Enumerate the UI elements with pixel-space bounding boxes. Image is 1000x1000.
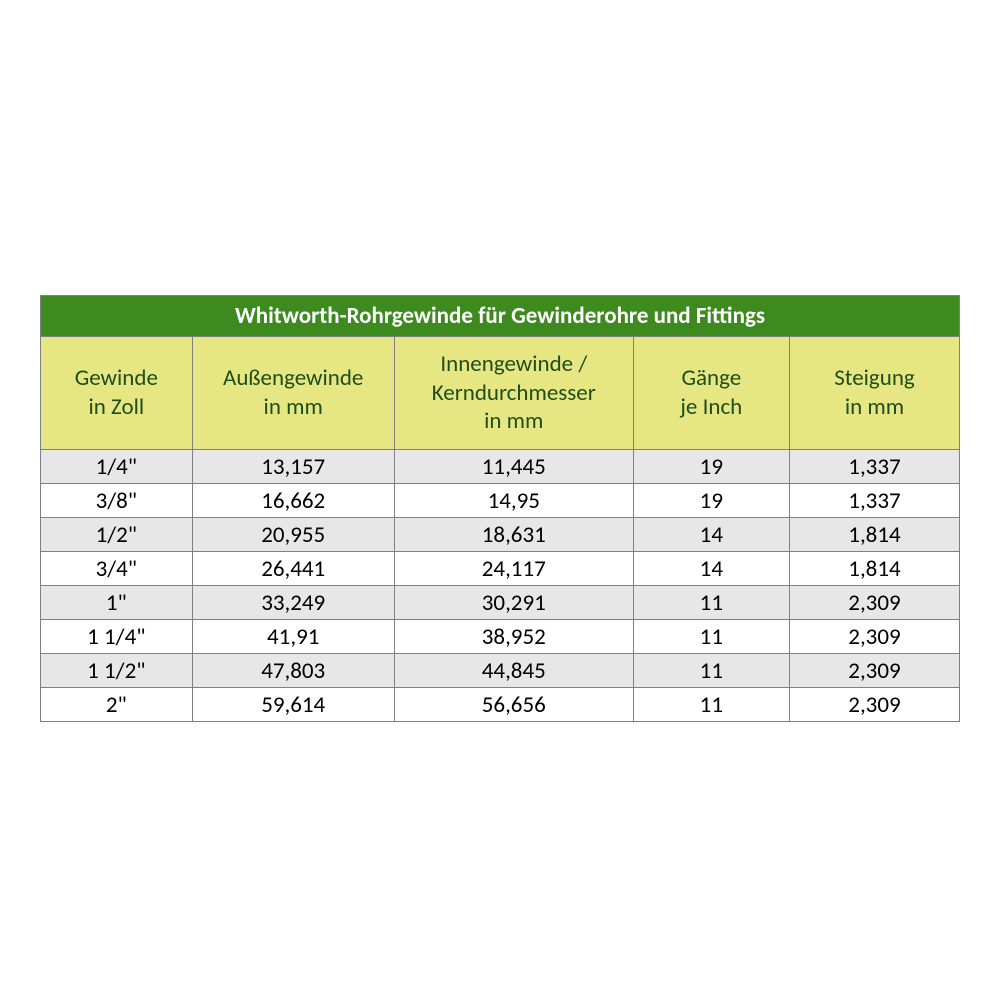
cell: 3/4" xyxy=(41,552,193,586)
table-row: 1" 33,249 30,291 11 2,309 xyxy=(41,586,960,620)
cell: 2,309 xyxy=(789,688,959,722)
col-header-line: Steigung xyxy=(834,364,915,392)
cell: 3/8" xyxy=(41,484,193,518)
col-header-line: in mm xyxy=(484,407,543,435)
cell: 33,249 xyxy=(192,586,394,620)
cell: 44,845 xyxy=(394,654,633,688)
whitworth-table: Whitworth-Rohrgewinde für Gewinderohre u… xyxy=(40,295,960,722)
cell: 30,291 xyxy=(394,586,633,620)
cell: 2,309 xyxy=(789,586,959,620)
cell: 1 1/2" xyxy=(41,654,193,688)
cell: 24,117 xyxy=(394,552,633,586)
cell: 14 xyxy=(633,552,789,586)
cell: 19 xyxy=(633,484,789,518)
table-body: 1/4" 13,157 11,445 19 1,337 3/8" 16,662 … xyxy=(41,450,960,722)
col-header-aussen: Außengewinde in mm xyxy=(192,337,394,450)
cell: 2,309 xyxy=(789,654,959,688)
table-row: 1 1/2" 47,803 44,845 11 2,309 xyxy=(41,654,960,688)
cell: 20,955 xyxy=(192,518,394,552)
cell: 41,91 xyxy=(192,620,394,654)
cell: 18,631 xyxy=(394,518,633,552)
cell: 11 xyxy=(633,620,789,654)
cell: 2,309 xyxy=(789,620,959,654)
col-header-line: Innengewinde / xyxy=(440,350,587,378)
cell: 1/4" xyxy=(41,450,193,484)
cell: 11 xyxy=(633,654,789,688)
cell: 16,662 xyxy=(192,484,394,518)
cell: 1,337 xyxy=(789,450,959,484)
table-row: 3/8" 16,662 14,95 19 1,337 xyxy=(41,484,960,518)
cell: 19 xyxy=(633,450,789,484)
cell: 2" xyxy=(41,688,193,722)
table-title: Whitworth-Rohrgewinde für Gewinderohre u… xyxy=(41,296,960,337)
cell: 59,614 xyxy=(192,688,394,722)
cell: 38,952 xyxy=(394,620,633,654)
col-header-gaenge: Gänge je Inch xyxy=(633,337,789,450)
cell: 14 xyxy=(633,518,789,552)
cell: 1 1/4" xyxy=(41,620,193,654)
table-container: Whitworth-Rohrgewinde für Gewinderohre u… xyxy=(40,295,960,722)
cell: 1,814 xyxy=(789,518,959,552)
col-header-line: je Inch xyxy=(680,393,742,421)
cell: 13,157 xyxy=(192,450,394,484)
table-row: 1/2" 20,955 18,631 14 1,814 xyxy=(41,518,960,552)
col-header-innen: Innengewinde / Kerndurchmesser in mm xyxy=(394,337,633,450)
cell: 1,337 xyxy=(789,484,959,518)
cell: 1" xyxy=(41,586,193,620)
col-header-steigung: Steigung in mm xyxy=(789,337,959,450)
table-row: 3/4" 26,441 24,117 14 1,814 xyxy=(41,552,960,586)
cell: 56,656 xyxy=(394,688,633,722)
col-header-line: Gewinde xyxy=(75,364,158,392)
cell: 11,445 xyxy=(394,450,633,484)
cell: 26,441 xyxy=(192,552,394,586)
cell: 11 xyxy=(633,688,789,722)
cell: 14,95 xyxy=(394,484,633,518)
cell: 1,814 xyxy=(789,552,959,586)
col-header-line: in mm xyxy=(264,393,323,421)
cell: 47,803 xyxy=(192,654,394,688)
cell: 1/2" xyxy=(41,518,193,552)
col-header-line: Kerndurchmesser xyxy=(432,379,596,407)
col-header-line: Außengewinde xyxy=(223,364,363,392)
table-row: 1/4" 13,157 11,445 19 1,337 xyxy=(41,450,960,484)
col-header-gewinde: Gewinde in Zoll xyxy=(41,337,193,450)
table-row: 2" 59,614 56,656 11 2,309 xyxy=(41,688,960,722)
col-header-line: in mm xyxy=(845,393,904,421)
col-header-line: in Zoll xyxy=(88,393,144,421)
table-row: 1 1/4" 41,91 38,952 11 2,309 xyxy=(41,620,960,654)
col-header-line: Gänge xyxy=(681,364,741,392)
cell: 11 xyxy=(633,586,789,620)
